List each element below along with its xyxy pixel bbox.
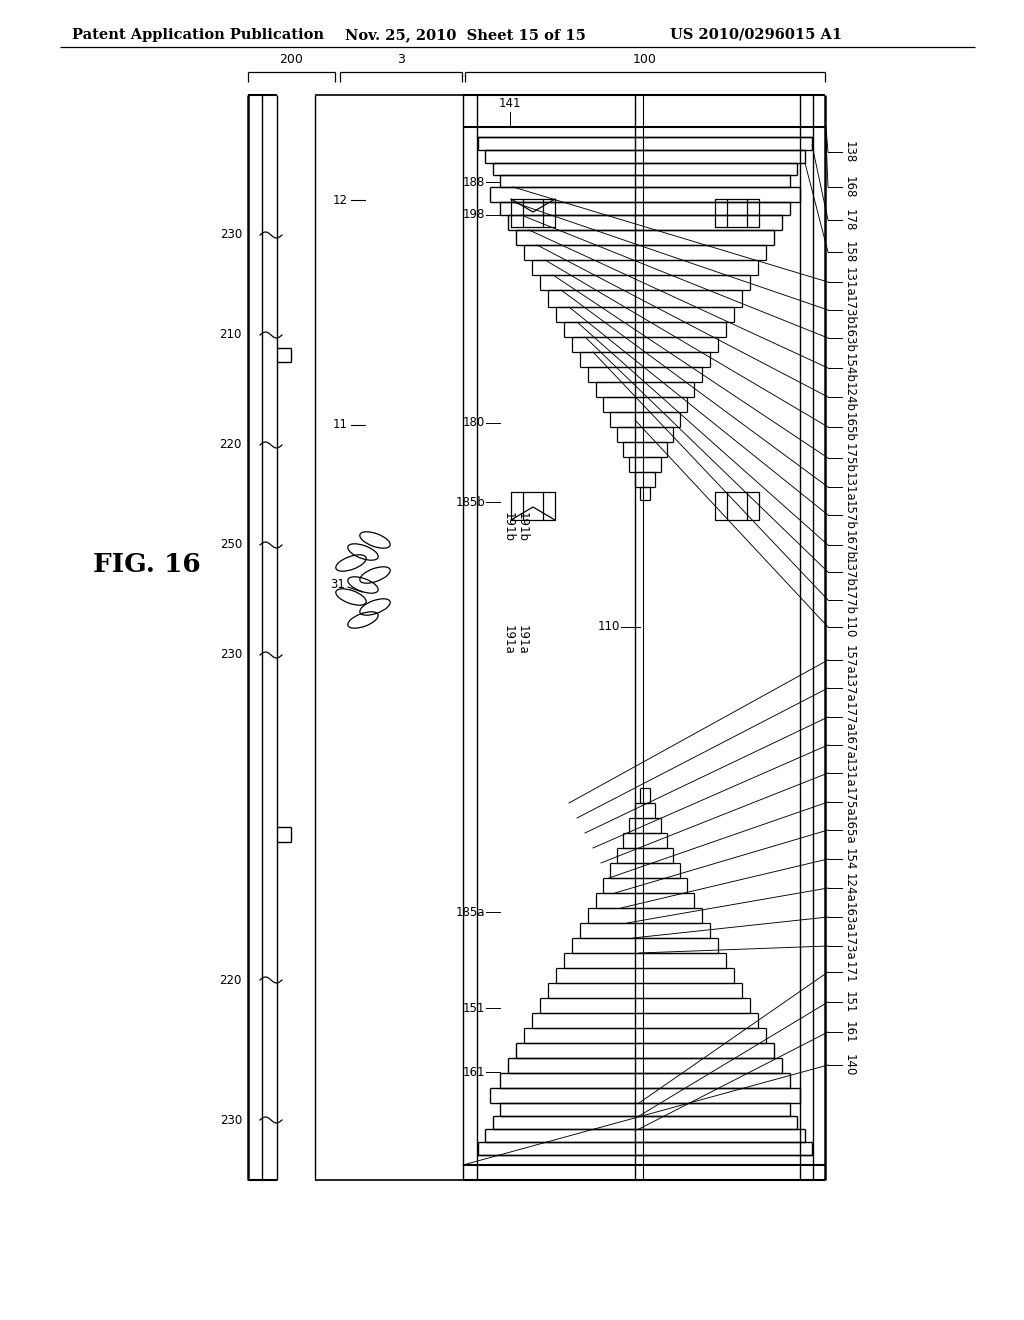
Text: 161: 161: [463, 1065, 485, 1078]
Text: 165a: 165a: [843, 816, 856, 845]
Text: 154: 154: [843, 847, 856, 870]
Text: 198: 198: [463, 209, 485, 222]
Text: 137a: 137a: [843, 673, 856, 702]
Text: 220: 220: [219, 438, 242, 451]
Text: 124a: 124a: [843, 873, 856, 903]
Text: 138: 138: [843, 141, 856, 164]
Text: 140: 140: [843, 1053, 856, 1076]
Text: 157b: 157b: [843, 500, 856, 529]
Text: 168: 168: [843, 176, 856, 198]
Text: FIG. 16: FIG. 16: [93, 553, 201, 578]
Text: 3: 3: [397, 53, 404, 66]
Text: 230: 230: [220, 648, 242, 661]
Text: Nov. 25, 2010  Sheet 15 of 15: Nov. 25, 2010 Sheet 15 of 15: [345, 28, 586, 42]
Text: 180: 180: [463, 417, 485, 429]
Text: 110: 110: [843, 616, 856, 638]
Text: 12: 12: [333, 194, 348, 206]
Text: 161: 161: [843, 1020, 856, 1043]
Text: US 2010/0296015 A1: US 2010/0296015 A1: [670, 28, 842, 42]
Text: 165b: 165b: [843, 412, 856, 442]
Text: 100: 100: [633, 53, 657, 66]
Text: 154b: 154b: [843, 352, 856, 383]
Text: 200: 200: [280, 53, 303, 66]
Text: 191b: 191b: [502, 512, 515, 543]
Text: 11: 11: [333, 418, 348, 432]
Text: 220: 220: [219, 974, 242, 986]
Text: 167a: 167a: [843, 730, 856, 760]
Text: 185a: 185a: [456, 906, 485, 919]
Text: 157a: 157a: [843, 645, 856, 675]
Text: 151: 151: [843, 991, 856, 1014]
Text: 191a: 191a: [502, 626, 515, 655]
Text: 131a: 131a: [843, 473, 856, 502]
Text: 173b: 173b: [843, 296, 856, 325]
Text: 158: 158: [843, 240, 856, 263]
Text: 177a: 177a: [843, 702, 856, 731]
Text: 131a: 131a: [843, 267, 856, 297]
Text: 191a: 191a: [516, 626, 529, 655]
Text: 230: 230: [220, 1114, 242, 1126]
Text: 124b: 124b: [843, 381, 856, 412]
Text: 131a: 131a: [843, 758, 856, 788]
Text: 178: 178: [843, 209, 856, 231]
Text: 188: 188: [463, 176, 485, 189]
Text: 175a: 175a: [843, 787, 856, 817]
Text: 175b: 175b: [843, 444, 856, 473]
Text: 163b: 163b: [843, 323, 856, 352]
Text: 191b: 191b: [516, 512, 529, 543]
Text: 171: 171: [843, 961, 856, 983]
Text: 137b: 137b: [843, 557, 856, 587]
Text: 173a: 173a: [843, 931, 856, 961]
Text: 31: 31: [330, 578, 345, 591]
Text: 110: 110: [598, 620, 620, 634]
Text: 151: 151: [463, 1002, 485, 1015]
Text: 210: 210: [219, 329, 242, 342]
Text: 250: 250: [220, 539, 242, 552]
Text: 141: 141: [499, 96, 521, 110]
Text: 185b: 185b: [456, 495, 485, 508]
Text: 230: 230: [220, 228, 242, 242]
Text: 163a: 163a: [843, 902, 856, 932]
Text: 177b: 177b: [843, 585, 856, 615]
Text: Patent Application Publication: Patent Application Publication: [72, 28, 324, 42]
Text: 167b: 167b: [843, 531, 856, 560]
